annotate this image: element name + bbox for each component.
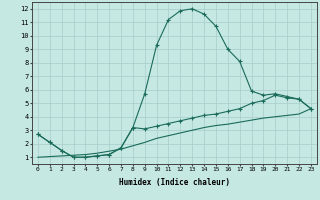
X-axis label: Humidex (Indice chaleur): Humidex (Indice chaleur) bbox=[119, 178, 230, 187]
